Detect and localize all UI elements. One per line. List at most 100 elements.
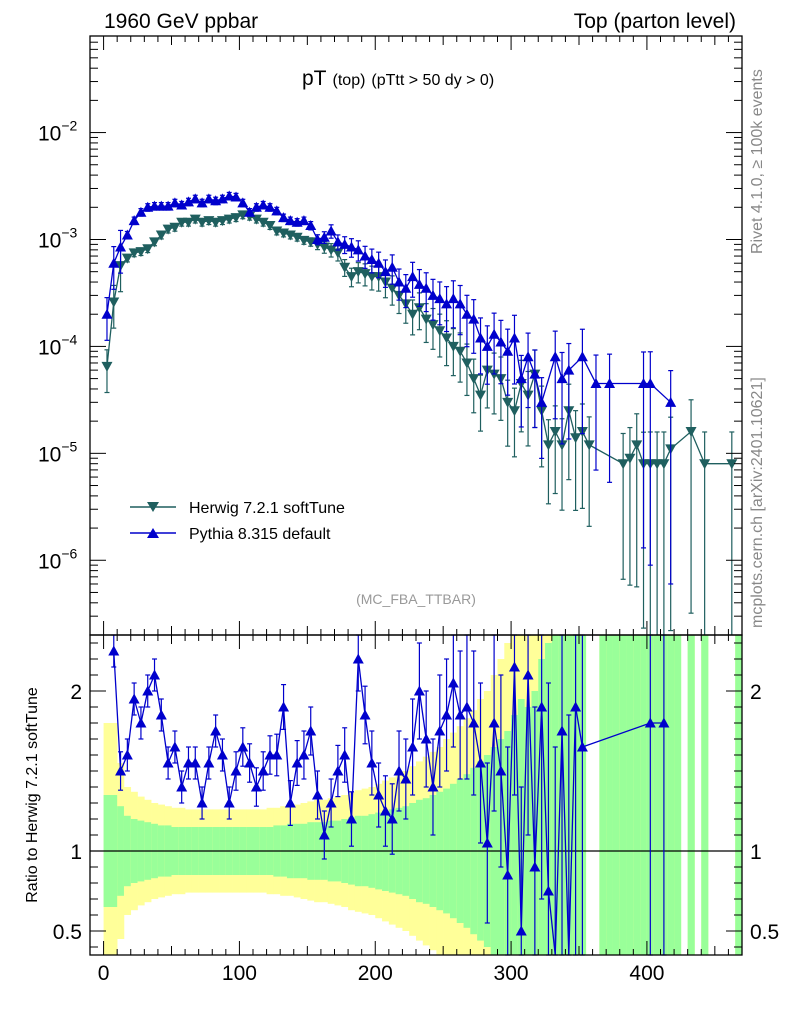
pythia-point	[339, 238, 351, 249]
ratio-y-tick-label-right: 1	[750, 841, 762, 864]
ratio-point	[359, 709, 371, 720]
pythia-point	[461, 308, 473, 319]
legend-entry-herwig: Herwig 7.2.1 softTune	[130, 500, 345, 517]
y-tick-label: 10−2	[38, 118, 78, 146]
ratio-point	[176, 781, 188, 792]
pythia-point	[590, 377, 602, 388]
main-panel: pT (top) (pTtt > 50 dy > 0) (MC_FBA_TTBAR)…	[101, 67, 738, 635]
ratio-point	[230, 765, 242, 776]
ratio-point	[400, 773, 412, 784]
uncertainty-band-inner	[653, 635, 661, 955]
herwig-point	[475, 390, 487, 401]
uncertainty-band-inner	[612, 635, 621, 955]
pythia-point	[481, 340, 493, 351]
herwig-point	[291, 232, 303, 243]
pythia-point	[359, 250, 371, 261]
y-tick-label: 10−3	[38, 224, 78, 252]
ratio-y-tick-label: 0.5	[53, 921, 82, 944]
herwig-point	[108, 297, 120, 308]
herwig-marker-icon	[147, 502, 159, 512]
herwig-point	[216, 216, 228, 227]
uncertainty-band-inner	[640, 635, 648, 955]
pythia-point	[223, 190, 235, 201]
herwig-point	[305, 237, 317, 248]
herwig-point	[339, 262, 351, 273]
pythia-point	[176, 199, 188, 210]
herwig-point	[617, 459, 629, 470]
plot-title-main: pT	[302, 67, 327, 90]
uncertainty-band-inner	[619, 635, 627, 955]
pythia-point	[379, 266, 391, 277]
pythia-point	[108, 257, 120, 268]
analysis-label: (MC_FBA_TTBAR)	[356, 591, 476, 607]
pythia-point	[515, 373, 527, 384]
header-left: 1960 GeV ppbar	[104, 10, 258, 33]
pythia-point	[502, 345, 514, 356]
main-frame	[89, 35, 743, 636]
pythia-point	[278, 212, 290, 223]
pythia-point	[115, 241, 127, 252]
herwig-point	[502, 397, 514, 408]
ratio-point	[237, 741, 249, 752]
pythia-point	[230, 191, 242, 202]
pythia-point	[345, 241, 357, 252]
herwig-point	[631, 440, 643, 451]
herwig-point	[101, 361, 113, 372]
pythia-point	[447, 293, 459, 304]
ratio-point	[250, 781, 262, 792]
ratio-point	[658, 717, 670, 728]
pythia-point	[216, 193, 228, 204]
ratio-point	[434, 725, 446, 736]
y-tick-label: 10−4	[38, 331, 78, 359]
pythia-point	[264, 201, 276, 212]
ratio-point	[115, 765, 127, 776]
ratio-point	[522, 669, 534, 680]
herwig-point	[583, 440, 595, 451]
main-plot-area	[101, 190, 738, 635]
ratio-point	[570, 701, 582, 712]
herwig-point	[461, 358, 473, 369]
herwig-point	[624, 453, 636, 464]
pythia-point	[665, 396, 677, 407]
ratio-point	[475, 757, 487, 768]
pythia-point	[244, 206, 256, 217]
y-tick-label: 10−5	[38, 438, 78, 466]
ratio-point	[223, 797, 235, 808]
legend-label-herwig: Herwig 7.2.1 softTune	[189, 500, 345, 517]
herwig-point	[726, 459, 738, 470]
herwig-point	[149, 237, 161, 248]
ratio-point	[345, 813, 357, 824]
herwig-point	[685, 427, 697, 438]
ratio-point	[135, 717, 147, 728]
pythia-point	[284, 215, 296, 226]
ratio-point	[189, 757, 201, 768]
pythia-point	[386, 261, 398, 272]
pythia-point	[298, 215, 310, 226]
pythia-point	[257, 199, 269, 210]
x-tick-label: 300	[494, 962, 529, 985]
pythia-point	[101, 308, 113, 319]
pythia-point	[237, 197, 249, 208]
ratio-point	[128, 693, 140, 704]
plot-title-cuts: (pTtt > 50 dy > 0)	[371, 72, 494, 89]
x-tick-label: 400	[629, 962, 664, 985]
pythia-point	[468, 313, 480, 324]
legend-entry-pythia: Pythia 8.315 default	[130, 526, 331, 543]
ratio-point	[305, 725, 317, 736]
pythia-point	[495, 336, 507, 347]
ratio-ylabel: Ratio to Herwig 7.2.1 softTune	[24, 687, 41, 903]
pythia-point	[121, 229, 133, 240]
ratio-point	[284, 797, 296, 808]
herwig-point	[135, 247, 147, 258]
herwig-point	[196, 217, 208, 228]
ratio-point	[481, 837, 493, 848]
pythia-point	[325, 225, 337, 236]
uncertainty-band-inner	[633, 635, 641, 955]
ratio-point	[542, 885, 554, 896]
pythia-point	[318, 231, 330, 242]
pythia-point	[196, 197, 208, 208]
ratio-point	[169, 741, 181, 752]
herwig-point	[230, 213, 242, 224]
herwig-point	[128, 248, 140, 259]
